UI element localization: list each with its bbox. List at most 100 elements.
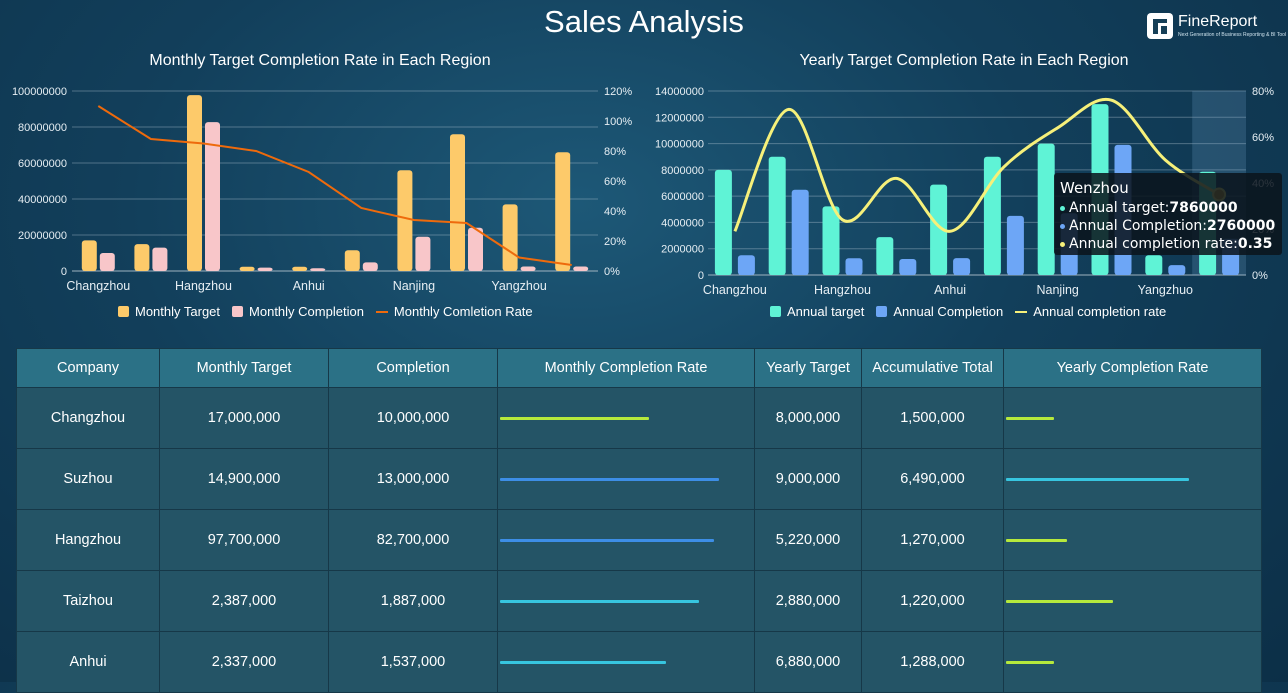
legend-item[interactable]: Monthly Target bbox=[118, 304, 220, 319]
legend-label: Monthly Completion bbox=[249, 304, 364, 319]
tooltip-row: Annual target:7860000 bbox=[1060, 199, 1282, 217]
y-left-tick-label: 20000000 bbox=[18, 230, 67, 242]
monthly-completion-rate-bar bbox=[500, 477, 720, 481]
table-row[interactable]: Suzhou 14,900,000 13,000,000 9,000,000 6,490… bbox=[16, 448, 1262, 510]
bar-monthly-target bbox=[450, 134, 465, 271]
bar-monthly-target bbox=[397, 170, 413, 271]
y-right-tick-label: 60% bbox=[1252, 132, 1274, 144]
bar-monthly-completion bbox=[573, 266, 589, 271]
monthly-chart: 0 20000000 40000000 60000000 80000000 1000000… bbox=[12, 86, 632, 293]
tooltip-row: Annual completion rate:0.35 bbox=[1060, 235, 1282, 253]
sales-table: Company Monthly Target Completion Monthl… bbox=[16, 348, 1262, 693]
y-left-tick-label: 4000000 bbox=[661, 217, 704, 229]
table-row[interactable]: Taizhou 2,387,000 1,887,000 2,880,000 1,220,… bbox=[16, 570, 1262, 632]
line-monthly-comletion-rate bbox=[97, 105, 572, 266]
monthly-completion-rate-bar bbox=[500, 660, 667, 664]
legend-label: Monthly Comletion Rate bbox=[393, 304, 533, 319]
legend-item[interactable]: Annual Completion bbox=[876, 304, 1003, 319]
cell-yearly-rate bbox=[1003, 509, 1262, 571]
yearly-completion-rate-bar bbox=[1006, 538, 1067, 542]
legend-swatch-icon bbox=[375, 310, 388, 313]
bar-monthly-completion bbox=[152, 247, 168, 271]
bar-annual-completion bbox=[737, 255, 755, 275]
legend-item[interactable]: Monthly Comletion Rate bbox=[375, 304, 533, 319]
table-row[interactable]: Changzhou 17,000,000 10,000,000 8,000,000 1,… bbox=[16, 387, 1262, 449]
table-row[interactable]: Anhui 2,337,000 1,537,000 6,880,000 1,288,00… bbox=[16, 631, 1262, 693]
table-row[interactable]: Hangzhou 97,700,000 82,700,000 5,220,000 1,2… bbox=[16, 509, 1262, 571]
header-yearly-completion-rate[interactable]: Yearly Completion Rate bbox=[1003, 348, 1262, 388]
bar-annual-target bbox=[768, 156, 786, 275]
bar-annual-target bbox=[1145, 255, 1163, 275]
bar-monthly-completion bbox=[205, 122, 220, 271]
monthly-completion-rate-bar bbox=[500, 599, 700, 603]
legend-swatch-icon bbox=[876, 306, 888, 317]
x-category-label: Nanjing bbox=[393, 279, 435, 293]
y-left-tick-label: 0 bbox=[698, 270, 704, 282]
cell-monthly-rate bbox=[497, 631, 755, 693]
y-left-tick-label: 6000000 bbox=[661, 191, 704, 203]
legend-item[interactable]: Annual completion rate bbox=[1015, 304, 1166, 319]
legend-item[interactable]: Monthly Completion bbox=[232, 304, 364, 319]
x-category-label: Hangzhou bbox=[814, 283, 871, 297]
header-monthly-target[interactable]: Monthly Target bbox=[159, 348, 329, 388]
cell-accumulative-total: 1,500,000 bbox=[861, 387, 1004, 449]
bar-monthly-completion bbox=[468, 227, 483, 271]
cell-monthly-target: 2,387,000 bbox=[159, 570, 329, 632]
cell-yearly-target: 8,000,000 bbox=[754, 387, 862, 449]
y-right-tick-label: 40% bbox=[604, 206, 626, 218]
bar-annual-target bbox=[1037, 143, 1055, 275]
cell-accumulative-total: 1,220,000 bbox=[861, 570, 1004, 632]
legend-label: Annual Completion bbox=[893, 304, 1004, 319]
legend-swatch-icon bbox=[118, 306, 129, 317]
cell-yearly-target: 2,880,000 bbox=[754, 570, 862, 632]
bar-monthly-target bbox=[134, 244, 150, 271]
bar-monthly-completion bbox=[257, 267, 273, 271]
bar-annual-target bbox=[822, 206, 840, 275]
cell-accumulative-total: 1,288,000 bbox=[861, 631, 1004, 693]
bar-monthly-completion bbox=[362, 262, 378, 271]
y-left-tick-label: 60000000 bbox=[18, 158, 67, 170]
header-completion[interactable]: Completion bbox=[328, 348, 498, 388]
finereport-logo-icon bbox=[1147, 13, 1173, 39]
legend-swatch-icon bbox=[770, 306, 781, 317]
bar-annual-target bbox=[930, 184, 948, 275]
cell-company: Hangzhou bbox=[16, 509, 160, 571]
yearly-chart-legend: Annual target Annual Completion Annual com… bbox=[770, 304, 1178, 319]
header-accumulative-total[interactable]: Accumulative Total bbox=[861, 348, 1004, 388]
bar-monthly-completion bbox=[520, 266, 536, 271]
y-left-tick-label: 100000000 bbox=[12, 86, 67, 98]
header-company[interactable]: Company bbox=[16, 348, 160, 388]
monthly-completion-rate-bar bbox=[500, 538, 715, 542]
x-category-label: Yangzhou bbox=[491, 279, 546, 293]
header-monthly-completion-rate[interactable]: Monthly Completion Rate bbox=[497, 348, 755, 388]
legend-item[interactable]: Annual target bbox=[770, 304, 864, 319]
cell-completion: 10,000,000 bbox=[328, 387, 498, 449]
y-left-tick-label: 0 bbox=[61, 266, 67, 278]
tooltip-title: Wenzhou bbox=[1060, 179, 1129, 197]
logo-tagline: Next Generation of Business Reporting & … bbox=[1178, 32, 1287, 38]
x-category-label: Yangzhuo bbox=[1138, 283, 1193, 297]
cell-company: Taizhou bbox=[16, 570, 160, 632]
y-left-tick-label: 12000000 bbox=[655, 112, 704, 124]
legend-label: Annual target bbox=[787, 304, 865, 319]
cell-monthly-target: 17,000,000 bbox=[159, 387, 329, 449]
bar-annual-completion bbox=[791, 189, 809, 275]
cell-monthly-target: 14,900,000 bbox=[159, 448, 329, 510]
cell-company: Anhui bbox=[16, 631, 160, 693]
cell-monthly-rate bbox=[497, 570, 755, 632]
bar-annual-completion bbox=[899, 258, 917, 275]
bar-monthly-target bbox=[555, 152, 571, 271]
cell-monthly-target: 2,337,000 bbox=[159, 631, 329, 693]
cell-monthly-rate bbox=[497, 509, 755, 571]
bar-monthly-target bbox=[344, 250, 360, 271]
bar-monthly-target bbox=[187, 95, 202, 271]
cell-monthly-rate bbox=[497, 387, 755, 449]
logo-name: FineReport bbox=[1178, 13, 1258, 30]
legend-swatch-icon bbox=[1015, 310, 1028, 313]
yearly-completion-rate-bar bbox=[1006, 599, 1113, 603]
bar-monthly-target bbox=[81, 240, 97, 271]
bar-annual-completion bbox=[1168, 265, 1186, 275]
y-right-tick-label: 0% bbox=[604, 266, 620, 278]
header-yearly-target[interactable]: Yearly Target bbox=[754, 348, 862, 388]
y-left-tick-label: 14000000 bbox=[655, 86, 704, 98]
